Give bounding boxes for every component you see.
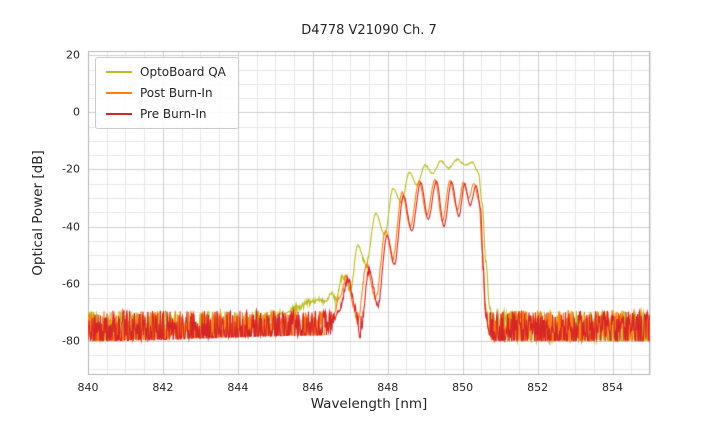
legend: OptoBoard QA Post Burn-In Pre Burn-In [95, 57, 239, 129]
legend-item: Pre Burn-In [106, 107, 226, 121]
legend-line-sample [106, 92, 132, 94]
x-tick-label: 840 [77, 381, 99, 394]
legend-item-label: OptoBoard QA [140, 65, 226, 79]
x-axis-label: Wavelength [nm] [310, 396, 428, 412]
chart-title: D4778 V21090 Ch. 7 [301, 23, 437, 38]
y-tick-label: 0 [73, 105, 80, 119]
y-tick-label: -40 [62, 220, 80, 234]
legend-item-label: Post Burn-In [140, 86, 213, 100]
y-tick-label: -60 [62, 277, 80, 291]
legend-line-sample [106, 113, 132, 115]
y-axis-label: Optical Power [dB] [30, 150, 46, 276]
legend-item: OptoBoard QA [106, 65, 226, 79]
legend-item-label: Pre Burn-In [140, 107, 207, 121]
x-tick-label: 850 [452, 381, 474, 394]
x-tick-label: 846 [302, 381, 324, 394]
x-tick-label: 854 [602, 381, 624, 394]
legend-line-sample [106, 71, 132, 73]
y-tick-label: 20 [66, 48, 80, 62]
x-tick-label: 844 [227, 381, 249, 394]
y-tick-label: -80 [62, 334, 80, 348]
x-tick-label: 848 [377, 381, 399, 394]
legend-item: Post Burn-In [106, 86, 226, 100]
y-tick-label: -20 [62, 162, 80, 176]
x-tick-label: 852 [527, 381, 549, 394]
x-tick-label: 842 [152, 381, 174, 394]
